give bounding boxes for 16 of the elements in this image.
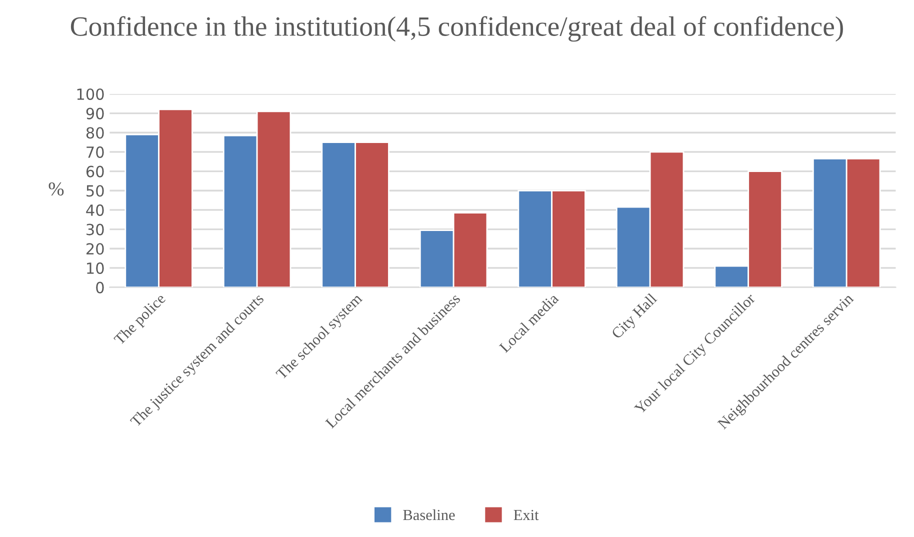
legend-label: Baseline (403, 509, 455, 520)
x-tick-label: City Hall (610, 292, 660, 342)
y-tick-label: 20 (86, 243, 104, 255)
y-axis-title: % (48, 182, 64, 196)
chart-title: Confidence in the institution(4,5 confidence/great deal of confidence) (70, 16, 843, 42)
y-tick-label: 10 (87, 262, 104, 274)
y-tick-label: 80 (86, 127, 104, 139)
y-tick-label: 90 (86, 108, 104, 120)
y-tick-label: 60 (86, 166, 104, 178)
legend-label: Exit (514, 510, 539, 520)
y-tick-label: 100 (77, 88, 104, 100)
y-tick-label: 50 (86, 185, 104, 197)
y-tick-label: 70 (86, 146, 104, 158)
y-tick-label: 0 (96, 282, 104, 294)
y-tick-label: 30 (86, 224, 104, 236)
y-tick-label: 40 (86, 204, 104, 216)
